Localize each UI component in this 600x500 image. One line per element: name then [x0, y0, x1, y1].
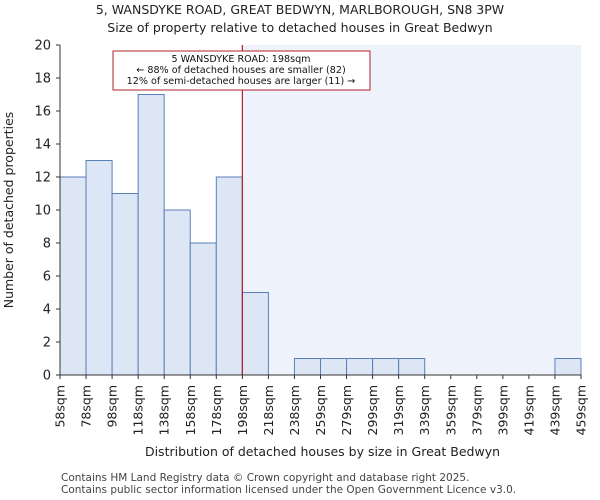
x-tick-label: 198sqm — [235, 385, 250, 435]
x-tick-label: 238sqm — [287, 385, 302, 435]
bar-178sqm — [215, 176, 243, 376]
x-tick-label: 218sqm — [261, 385, 276, 435]
x-tick-label: 259sqm — [313, 385, 328, 435]
annotation-box — [112, 50, 371, 91]
bar-279sqm — [346, 358, 374, 376]
annotation-line-1: 5 WANSDYKE ROAD: 198sqm — [171, 54, 310, 65]
y-tick-label: 12 — [34, 171, 51, 186]
y-tick-label: 2 — [43, 336, 51, 351]
x-tick-label: 319sqm — [391, 385, 406, 435]
x-tick-label: 78sqm — [79, 385, 94, 428]
bar-78sqm — [85, 160, 113, 376]
y-tick-label: 0 — [43, 369, 51, 384]
annotation-line-2: ← 88% of detached houses are smaller (82… — [136, 65, 345, 76]
histogram-chart: 0 2 4 6 8 10 12 14 16 18 20 58sqm 78sqm 98sqm 118sqm 13… — [1, 39, 589, 460]
bar-259sqm — [320, 358, 348, 376]
bar-138sqm — [163, 209, 191, 376]
x-tick-label: 138sqm — [157, 385, 172, 435]
footer-copyright: Contains HM Land Registry data © Crown c… — [61, 472, 470, 484]
x-tick-label: 439sqm — [547, 385, 562, 435]
x-tick-label: 419sqm — [521, 385, 536, 435]
x-tick-label: 359sqm — [443, 385, 458, 435]
chart-subtitle: Size of property relative to detached ho… — [107, 20, 493, 35]
bar-198sqm — [241, 292, 269, 376]
x-tick-label: 118sqm — [131, 385, 146, 435]
y-tick-label: 18 — [34, 72, 51, 87]
bar-319sqm — [398, 358, 426, 376]
bar-299sqm — [372, 358, 400, 376]
bar-98sqm — [111, 193, 139, 376]
y-axis-label: Number of detached properties — [1, 112, 16, 309]
y-tick-label: 8 — [43, 237, 51, 252]
bar-58sqm — [59, 176, 87, 376]
bar-238sqm — [293, 358, 322, 376]
x-tick-label: 158sqm — [183, 385, 198, 435]
bar-439sqm — [554, 358, 582, 376]
y-tick-label: 10 — [34, 204, 51, 219]
x-tick-label: 459sqm — [574, 385, 589, 435]
x-axis-label: Distribution of detached houses by size … — [145, 444, 500, 459]
x-tick-label: 178sqm — [209, 385, 224, 435]
x-tick-label: 58sqm — [53, 385, 68, 428]
x-tick-label: 98sqm — [105, 385, 120, 428]
bar-118sqm — [137, 94, 165, 376]
y-tick-label: 4 — [43, 303, 51, 318]
x-tick-label: 399sqm — [495, 385, 510, 435]
y-tick-label: 6 — [43, 270, 51, 285]
x-tick-label: 379sqm — [469, 385, 484, 435]
bar-158sqm — [189, 242, 217, 376]
highlight-region — [242, 45, 581, 375]
x-tick-label: 299sqm — [365, 385, 380, 435]
y-tick-label: 20 — [34, 39, 51, 54]
x-tick-label: 279sqm — [339, 385, 354, 435]
annotation-line-3: 12% of semi-detached houses are larger (… — [127, 76, 356, 87]
footer-licence: Contains public sector information licen… — [61, 484, 517, 496]
chart-title: 5, WANSDYKE ROAD, GREAT BEDWYN, MARLBORO… — [95, 2, 505, 17]
y-tick-label: 16 — [34, 105, 51, 120]
y-tick-label: 14 — [34, 138, 51, 153]
x-tick-label: 339sqm — [417, 385, 432, 435]
